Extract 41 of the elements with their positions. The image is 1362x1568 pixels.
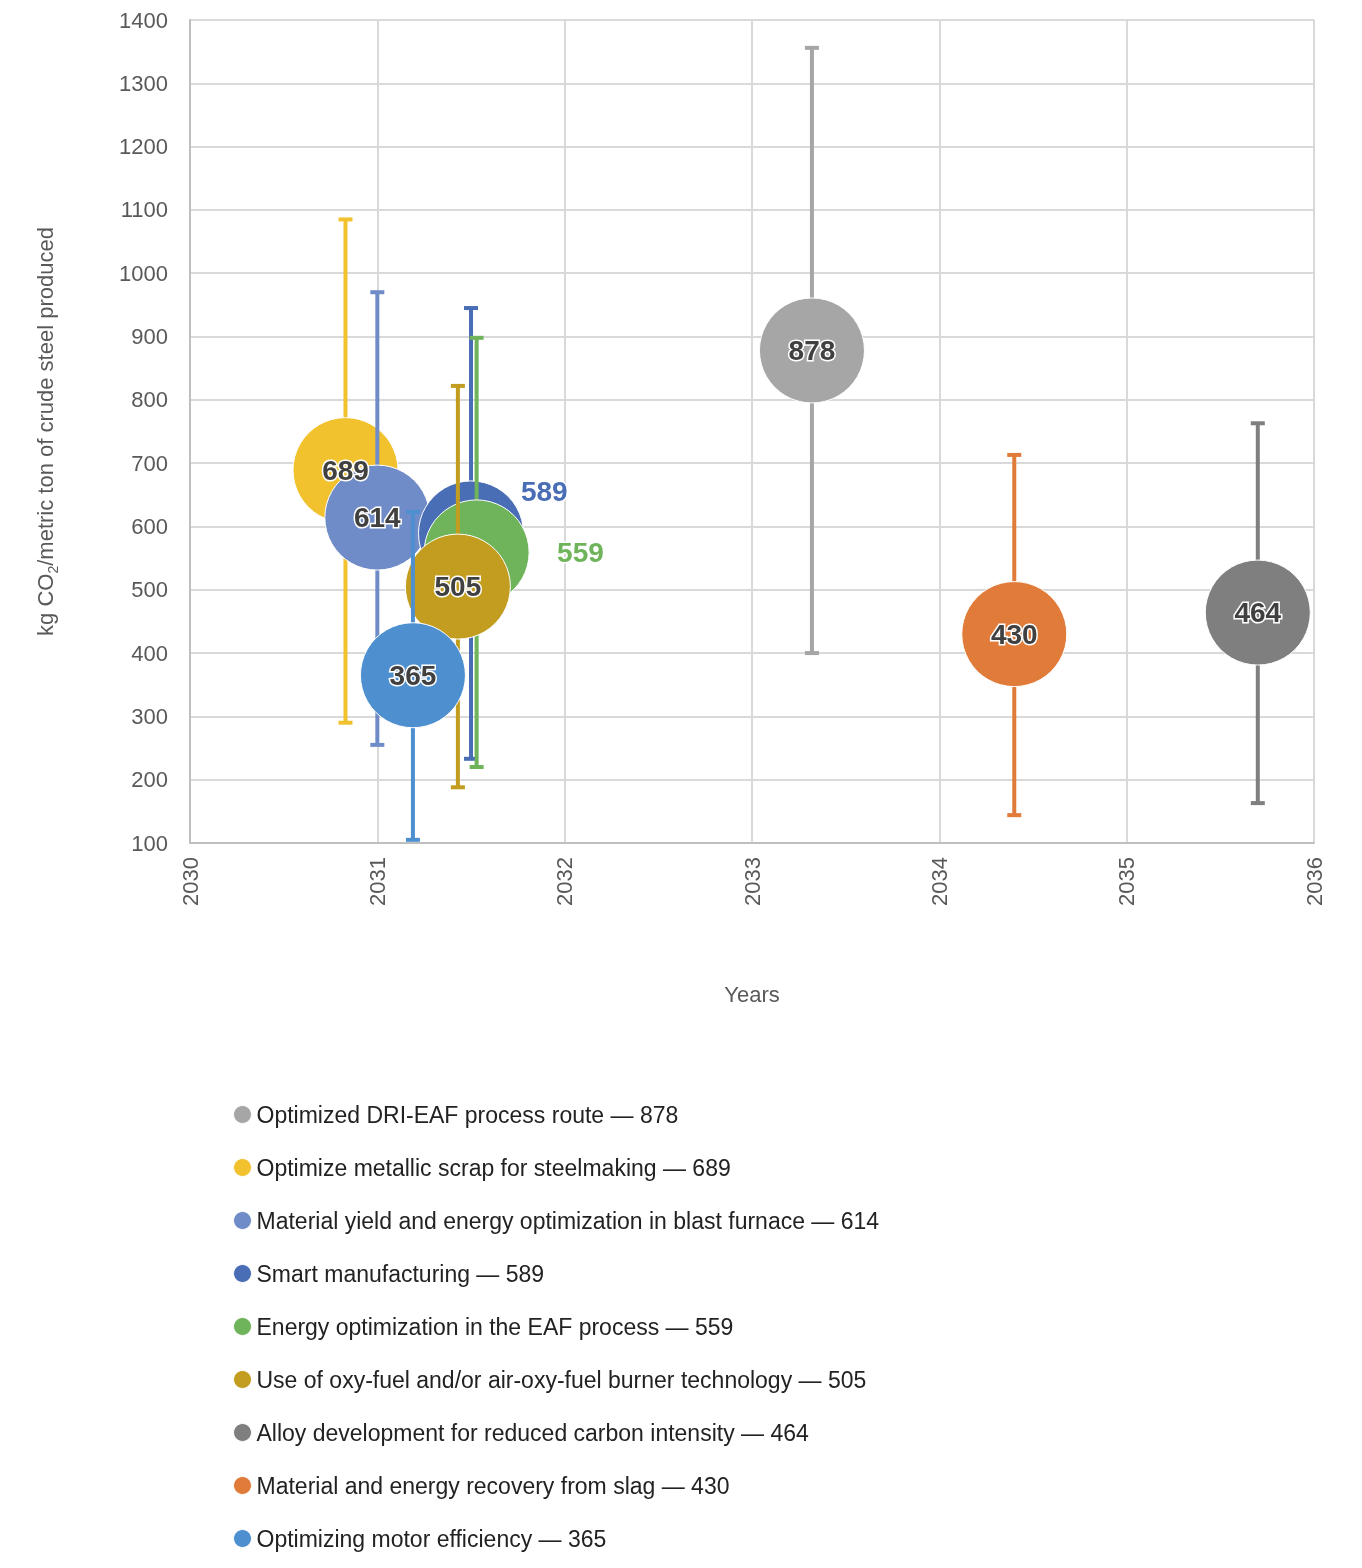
legend-label: Alloy development for reduced carbon intensity — 464 bbox=[256, 1419, 810, 1446]
data-label: 430 bbox=[990, 618, 1038, 650]
y-tick-label: 1000 bbox=[119, 260, 168, 286]
legend-label: Material yield and energy optimization in blast furnace — 614 bbox=[256, 1207, 880, 1234]
legend-label: Energy optimization in the EAF process — 559 bbox=[256, 1313, 734, 1340]
y-tick-label: 1100 bbox=[120, 197, 168, 223]
legend-label: Smart manufacturing — 589 bbox=[256, 1260, 545, 1287]
data-label: 878 bbox=[788, 334, 836, 366]
y-tick-label: 100 bbox=[131, 830, 168, 856]
y-tick-label: 500 bbox=[131, 577, 168, 603]
data-label: 689 bbox=[322, 454, 369, 486]
x-tick-label: 2031 bbox=[364, 857, 390, 906]
y-axis-title: kg CO2/metric ton of crude steel produced bbox=[32, 227, 61, 636]
y-tick-label: 1300 bbox=[119, 70, 168, 96]
y-tick-label: 800 bbox=[131, 387, 168, 413]
x-tick-label: 2033 bbox=[739, 857, 765, 906]
data-label: 464 bbox=[1234, 597, 1282, 629]
y-tick-label: 900 bbox=[131, 324, 168, 350]
x-tick-label: 2032 bbox=[552, 857, 578, 906]
legend-label: Optimized DRI-EAF process route — 878 bbox=[256, 1101, 679, 1128]
y-tick-label: 200 bbox=[131, 767, 168, 793]
y-tick-label: 1200 bbox=[119, 134, 168, 160]
y-tick-label: 700 bbox=[131, 450, 168, 476]
y-tick-label: 600 bbox=[131, 513, 168, 539]
data-label: 589 bbox=[520, 475, 568, 507]
legend-label: Optimize metallic scrap for steelmaking — 689 bbox=[256, 1154, 731, 1181]
x-tick-label: 2034 bbox=[926, 857, 952, 906]
y-tick-label: 400 bbox=[131, 640, 168, 666]
data-label: 365 bbox=[389, 659, 437, 691]
x-tick-label: 2036 bbox=[1301, 857, 1327, 906]
data-label: 614 bbox=[353, 502, 402, 534]
x-tick-label: 2035 bbox=[1114, 857, 1140, 906]
data-label: 505 bbox=[434, 571, 482, 603]
x-tick-label: 2030 bbox=[177, 857, 203, 906]
y-tick-label: 1400 bbox=[119, 7, 168, 33]
data-label: 559 bbox=[557, 536, 604, 568]
legend-label: Material and energy recovery from slag — 430 bbox=[256, 1472, 730, 1499]
legend-label: Optimizing motor efficiency — 365 bbox=[256, 1525, 607, 1552]
legend-label: Use of oxy-fuel and/or air-oxy-fuel burner technology — 505 bbox=[256, 1366, 867, 1393]
y-tick-label: 300 bbox=[131, 703, 168, 729]
x-axis-title: Years bbox=[724, 981, 780, 1007]
